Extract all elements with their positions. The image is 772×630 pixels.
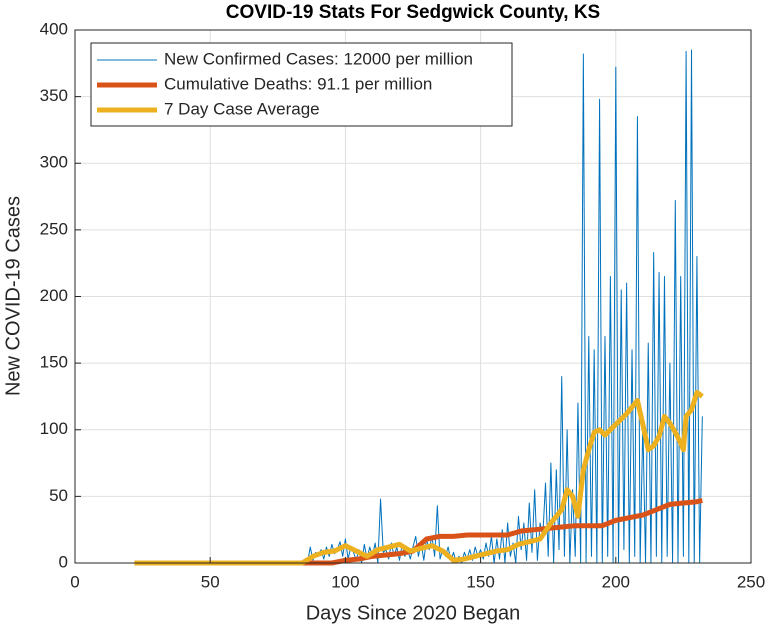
y-tick-label: 350 <box>40 86 68 105</box>
y-tick-label: 250 <box>40 219 68 238</box>
y-axis-label: New COVID-19 Cases <box>2 196 24 396</box>
y-tick-label: 150 <box>40 353 68 372</box>
plot <box>134 49 704 566</box>
chart-title: COVID-19 Stats For Sedgwick County, KS <box>226 2 600 23</box>
legend-box <box>90 42 513 127</box>
y-tick-label: 50 <box>49 486 68 505</box>
x-tick-label: 50 <box>201 572 220 591</box>
y-tick-label: 0 <box>59 552 68 571</box>
y-tick-label: 100 <box>40 419 68 438</box>
x-axis-label: Days Since 2020 Began <box>306 602 521 624</box>
y-tick-label: 400 <box>40 19 68 38</box>
legend-label: New Confirmed Cases: 12000 per million <box>164 49 473 68</box>
y-tick-label: 200 <box>40 286 68 305</box>
x-tick-label: 150 <box>466 572 494 591</box>
x-tick-label: 250 <box>737 572 765 591</box>
legend: New Confirmed Cases: 12000 per million Cu… <box>90 42 513 127</box>
series-line <box>134 389 704 566</box>
y-tick-label: 300 <box>40 153 68 172</box>
x-tick-label: 200 <box>602 572 630 591</box>
x-tick-label: 100 <box>331 572 359 591</box>
legend-label: Cumulative Deaths: 91.1 per million <box>164 74 432 93</box>
legend-label: 7 Day Case Average <box>164 99 320 118</box>
x-tick-label: 0 <box>70 572 79 591</box>
